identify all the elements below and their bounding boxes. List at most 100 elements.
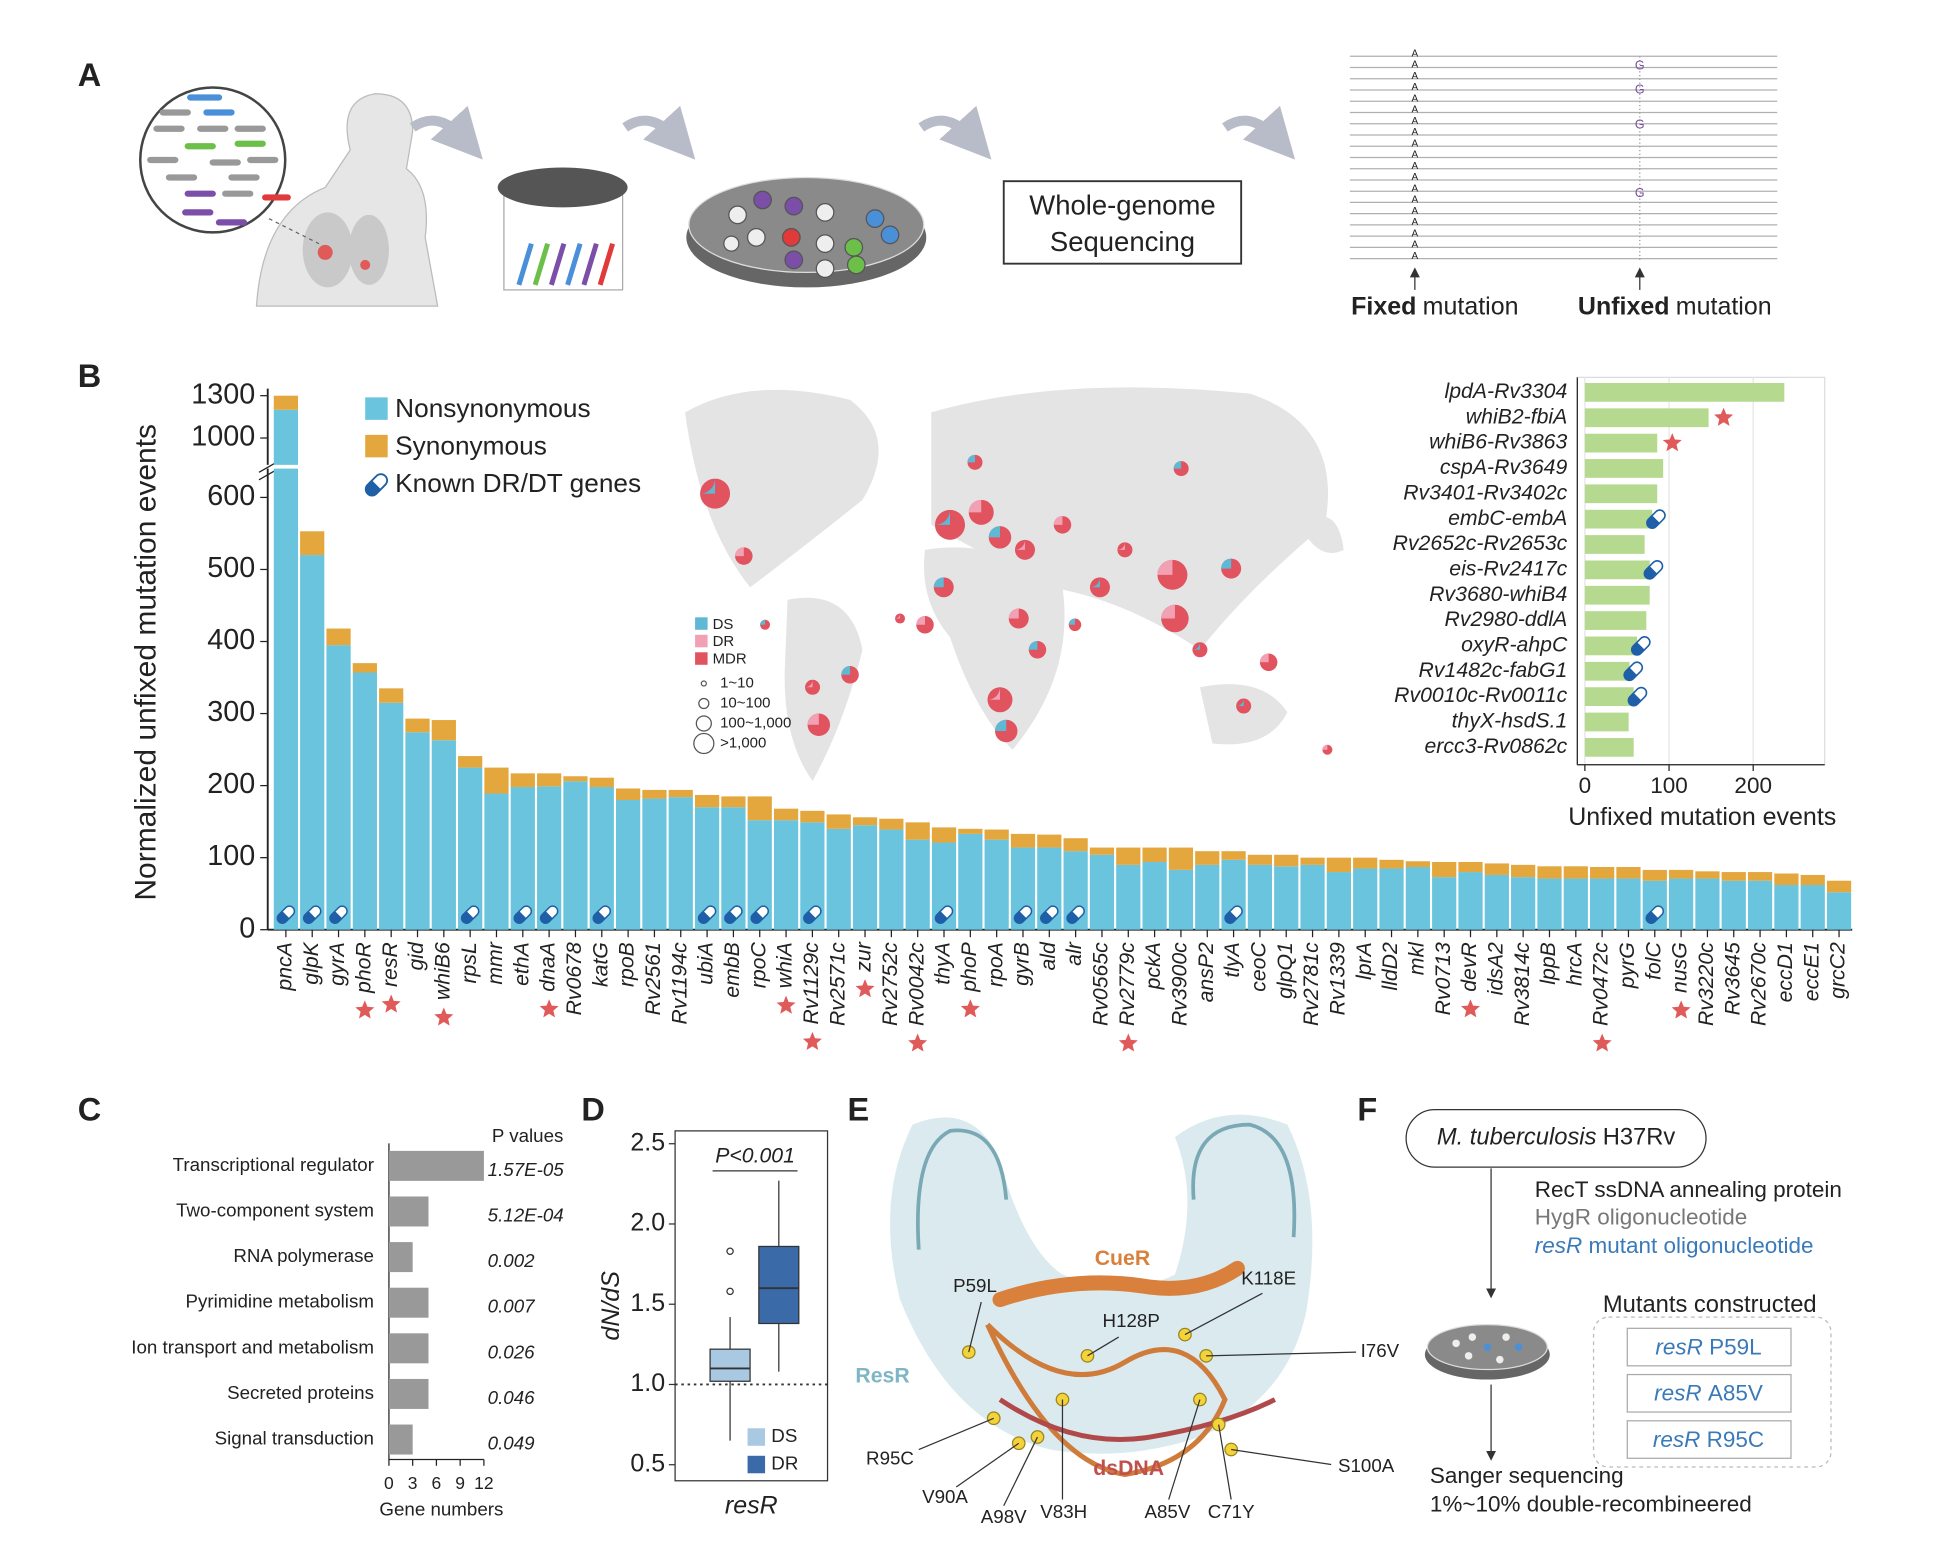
mutant-gene: resR [1655,1334,1702,1359]
bar-segment [1300,864,1325,930]
star [1460,999,1480,1018]
bar [1584,611,1647,630]
bar-segment [1010,833,1036,848]
site-slice [1117,542,1125,550]
species: M. tuberculosis [1437,1125,1597,1151]
y-tick-label: whiB6-Rv3863 [1429,430,1567,454]
dr-dt-icon [1224,905,1243,924]
y-tick-label: 100 [207,840,255,872]
unfixed-label: Unfixed mutation [1578,292,1772,320]
bar-segment [1247,864,1273,930]
strain-label: M. tuberculosis H37Rv [1437,1125,1676,1151]
box [709,1348,751,1382]
star [855,979,875,998]
mutant-label: resR A85V [1654,1380,1763,1405]
x-tick-label: 200 [1734,773,1772,798]
x-tick-label: gid [404,941,428,971]
legend-label: DR [713,633,735,650]
size-label: 1~10 [720,674,754,691]
bar-segment [1590,878,1615,930]
legend-label: DR [771,1452,798,1473]
dr-dt-icon [1013,905,1033,924]
site-slice [841,666,851,675]
legend-label: Known DR/DT genes [395,468,641,498]
legend-swatch [695,652,708,665]
legend-label: MDR [713,651,747,668]
colonies [1452,1333,1523,1364]
star [908,1033,928,1052]
bar-segment [300,531,325,556]
bar [388,1196,429,1227]
bar-segment [405,732,430,930]
legend-label: Nonsynonymous [395,393,590,423]
y-tick-label: Rv3401-Rv3402c [1403,480,1567,504]
dr-dt-icon [934,905,954,924]
bar-segment [615,800,641,930]
bar-segment [694,794,720,808]
bar-segment [1695,871,1720,879]
dr-dt-icon [460,905,480,924]
resr-label: ResR [855,1364,909,1388]
y-tick-label: ercc3-Rv0862c [1424,734,1567,758]
bar-segment [273,409,298,465]
bar [1584,535,1645,554]
x-tick-label: glpK [299,941,323,984]
bar-segment [1721,872,1746,881]
bar-segment [1116,847,1141,865]
bar [388,1150,484,1181]
x-tick-label: Rv2561 [641,942,665,1015]
outlier [726,1287,734,1296]
oligo: mutant oligonucleotide [1589,1233,1814,1258]
x-tick-label: Rv0678 [562,942,586,1015]
bar [1584,433,1658,453]
bar-segment [1695,878,1720,930]
p-value: 0.049 [488,1432,535,1453]
fixed-emphasis: Fixed [1351,292,1416,320]
mutant-change: P59L [1709,1334,1762,1359]
bar-segment [1089,854,1115,930]
strain-name: H37Rv [1603,1125,1676,1151]
lung [348,214,389,285]
x-tick-label: Rv0565c [1089,942,1113,1026]
star [1118,1033,1138,1052]
panel-letter: A [78,57,101,93]
legend-swatch [695,617,708,630]
lesion [317,244,333,260]
x-tick-label: Rv2779c [1115,942,1139,1026]
base: A [1412,48,1419,59]
bar-segment [1247,854,1273,865]
panel-letter: D [581,1092,604,1128]
x-tick-label: whiA [773,942,797,988]
mutant-change: R95C [1707,1427,1765,1452]
site-slice [994,719,1007,732]
mutation-label: I76V [1361,1340,1400,1361]
bar-segment [1405,861,1430,868]
base: G [1635,117,1645,131]
site-slice [967,454,975,463]
p-value: 0.002 [488,1250,535,1271]
x-tick-label: lppB [1536,942,1560,984]
x-tick-label: rpoB [615,942,639,987]
pill-half [935,911,948,924]
size-label: >1,000 [720,734,766,751]
bar-segment [563,776,588,782]
star [1714,407,1734,426]
panel-letter: F [1357,1092,1377,1128]
bar [1584,636,1638,656]
legend-label: DS [771,1425,797,1446]
dr-dt-icon [1627,686,1648,707]
base: G [1635,82,1645,96]
pill-half [803,911,816,924]
y-tick-label: whiB2-fbiA [1466,404,1568,428]
pill-half [698,911,711,924]
base: A [1412,60,1419,71]
bar-segment [405,718,430,733]
bar-segment [747,796,772,821]
x-tick-label: mkl [1404,941,1428,975]
bar [1584,737,1634,757]
base: A [1412,195,1419,206]
site [1236,698,1252,714]
legend-swatch [365,397,388,420]
y-tick-label: Signal transduction [215,1427,374,1448]
